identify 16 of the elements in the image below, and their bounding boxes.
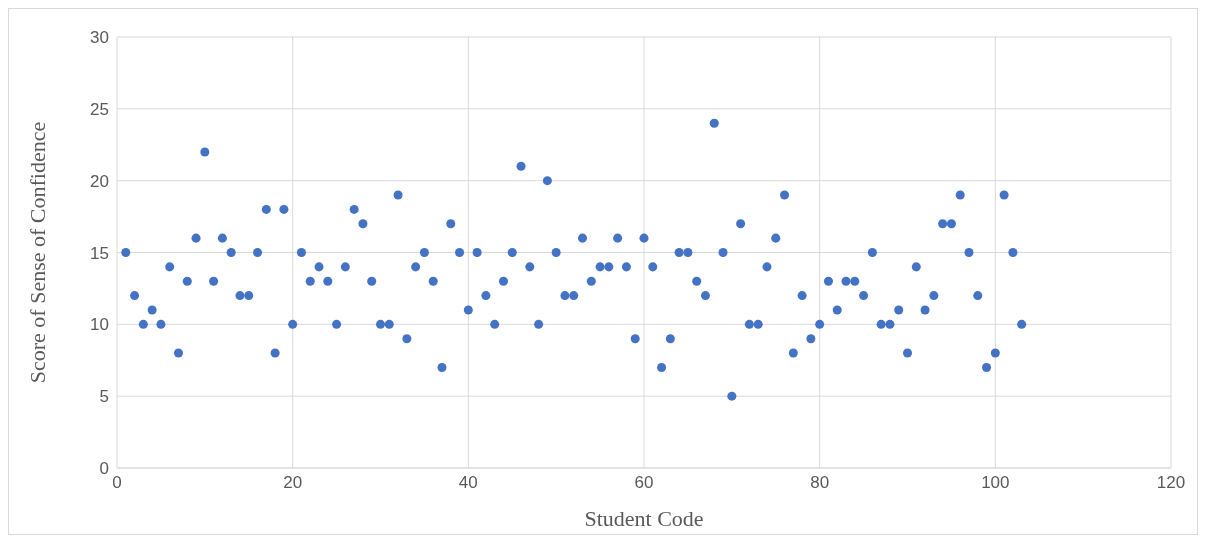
x-tick-label: 40 [458, 473, 478, 493]
x-tick-label: 100 [981, 473, 1010, 493]
x-tick-label: 60 [634, 473, 654, 493]
x-tick-label: 0 [112, 473, 122, 493]
y-tick-label: 20 [90, 171, 109, 191]
y-tick-label: 5 [99, 387, 109, 407]
x-axis-title: Student Code [584, 506, 704, 531]
x-tick-label: 20 [283, 473, 303, 493]
y-axis-title: Score of Sense of Confidence [24, 121, 50, 384]
y-tick-label: 30 [90, 28, 109, 48]
x-tick-label: 80 [810, 473, 830, 493]
y-tick-label: 0 [99, 459, 109, 479]
x-tick-label: 120 [1156, 473, 1186, 493]
y-tick-label: 25 [90, 99, 109, 119]
y-tick-label: 10 [90, 315, 109, 335]
y-tick-label: 15 [90, 243, 109, 263]
